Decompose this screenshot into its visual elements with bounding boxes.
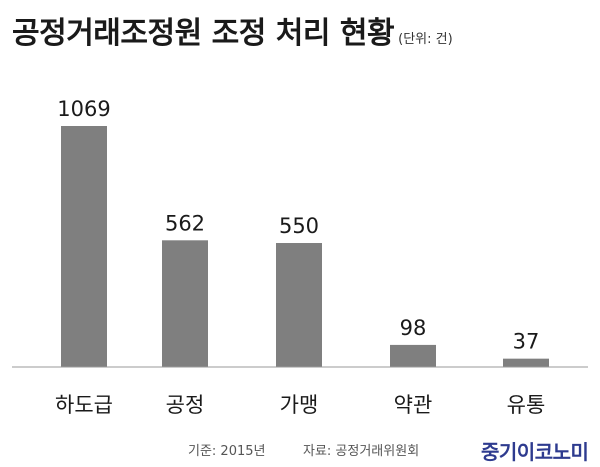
value-label-가맹: 550 (279, 214, 319, 238)
category-label-약관: 약관 (394, 393, 433, 417)
source-note: 자료: 공정거래위원회 (303, 444, 420, 459)
value-label-공정: 562 (165, 211, 205, 235)
bar-가맹 (276, 243, 322, 367)
chart-title: 공정거래조정원 조정 처리 현황 (단위: 건) (12, 8, 453, 52)
chart-title-text: 공정거래조정원 조정 처리 현황 (12, 16, 395, 51)
category-label-유통: 유통 (507, 393, 546, 417)
category-labels-group: 하도급 공정 가맹 약관 유통 (55, 393, 545, 417)
value-label-약관: 98 (400, 316, 427, 340)
value-labels-group: 1069 562 550 98 37 (57, 97, 539, 354)
category-label-공정: 공정 (166, 393, 205, 417)
bar-약관 (390, 344, 436, 367)
category-label-하도급: 하도급 (55, 393, 113, 417)
unit-label: (단위: 건) (398, 32, 453, 47)
bar-공정 (162, 240, 208, 367)
value-label-하도급: 1069 (57, 97, 110, 121)
bar-하도급 (61, 126, 107, 367)
value-label-유통: 37 (513, 330, 540, 354)
bars-group (61, 126, 549, 367)
brand-logo-text: 중기이코노미 (481, 440, 589, 464)
bar-chart: 1069 562 550 98 37 하도급 공정 가맹 약관 유통 (12, 97, 588, 417)
bar-유통 (503, 358, 549, 367)
basis-note: 기준: 2015년 (188, 444, 266, 459)
category-label-가맹: 가맹 (280, 393, 319, 417)
